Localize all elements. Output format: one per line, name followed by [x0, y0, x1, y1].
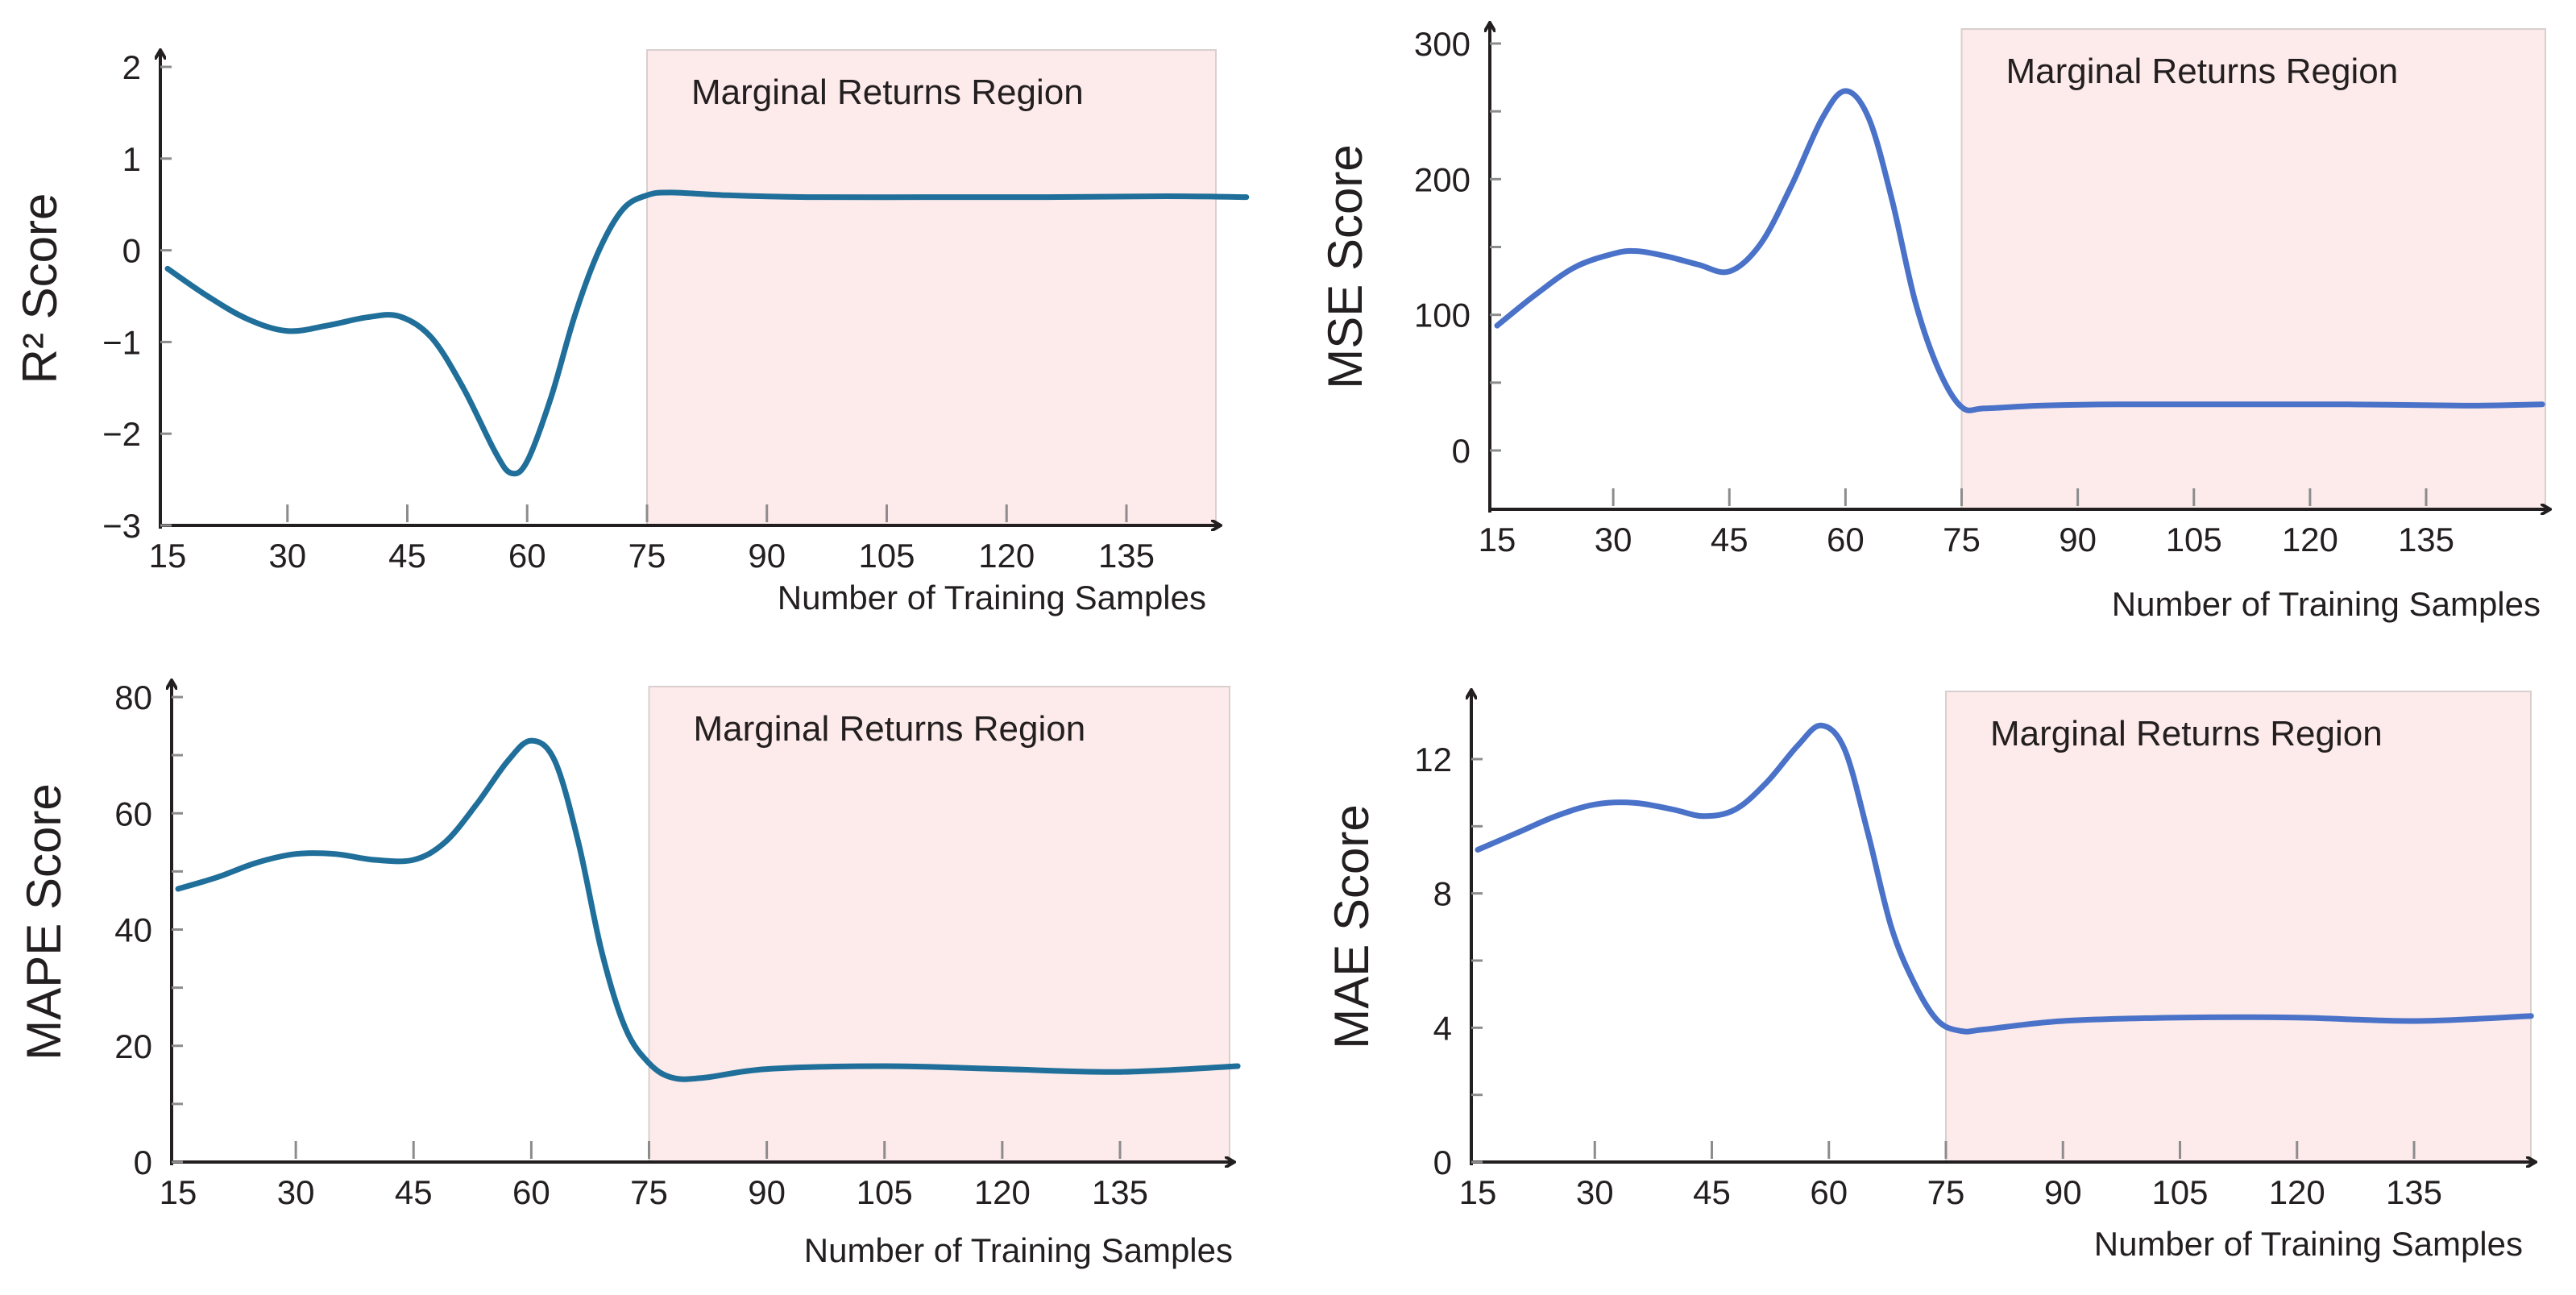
- x-tick-label: 45: [1711, 521, 1748, 558]
- x-tick-label: 120: [2282, 521, 2338, 558]
- x-tick-label: 60: [512, 1173, 550, 1211]
- x-tick-label: 45: [388, 537, 426, 575]
- x-tick-label: 45: [1693, 1173, 1731, 1211]
- x-axis-title: Number of Training Samples: [2112, 585, 2541, 623]
- x-axis-title: Number of Training Samples: [804, 1231, 1233, 1269]
- region-label: Marginal Returns Region: [694, 709, 1086, 749]
- x-tick-label: 120: [978, 537, 1035, 575]
- x-tick-label: 105: [858, 537, 915, 575]
- y-tick-label: −2: [102, 415, 141, 453]
- y-tick-label: 2: [122, 48, 141, 86]
- y-tick-label: −3: [102, 507, 141, 545]
- y-axis-title: MSE Score: [1318, 144, 1372, 388]
- region-label: Marginal Returns Region: [691, 73, 1084, 112]
- region-label: Marginal Returns Region: [1990, 714, 2383, 753]
- x-tick-label: 90: [748, 537, 786, 575]
- y-tick-label: 0: [134, 1144, 152, 1181]
- x-tick-label: 75: [1927, 1173, 1965, 1211]
- x-axis-title: Number of Training Samples: [2094, 1225, 2523, 1263]
- x-tick-label: 75: [630, 1173, 668, 1211]
- x-tick-label: 105: [857, 1173, 913, 1211]
- y-axis-title: MAE Score: [1325, 804, 1379, 1048]
- y-axis-title: MAPE Score: [17, 783, 71, 1060]
- y-tick-label: 8: [1433, 875, 1452, 913]
- x-tick-label: 60: [1810, 1173, 1848, 1211]
- y-tick-label: 0: [1433, 1144, 1452, 1181]
- series-line: [1475, 722, 2534, 1035]
- x-tick-label: 30: [1595, 521, 1632, 558]
- x-tick-label: 135: [1098, 537, 1155, 575]
- y-tick-label: −1: [102, 323, 141, 361]
- y-tick-label: 0: [1452, 432, 1471, 470]
- marginal-returns-region: [646, 49, 1217, 526]
- x-tick-label: 15: [1459, 1173, 1497, 1211]
- y-tick-label: 100: [1414, 297, 1471, 334]
- y-tick-label: 200: [1414, 160, 1471, 198]
- x-tick-label: 75: [1943, 521, 1981, 558]
- series-line: [1494, 88, 2545, 413]
- chart-panel-2: 15 30 45 60 75 90 105 120 135 0 100 200 300 MSE Score…: [1318, 24, 2549, 623]
- chart-panel-4: 15 30 45 60 75 90 105 120 135 0 4 8 12 MAE Score Numbe…: [1325, 691, 2534, 1263]
- y-tick-label: 4: [1433, 1009, 1452, 1047]
- x-tick-label: 30: [277, 1173, 315, 1211]
- x-tick-label: 105: [2151, 1173, 2208, 1211]
- y-tick-label: 80: [114, 679, 152, 716]
- x-tick-label: 120: [2269, 1173, 2325, 1211]
- x-tick-label: 30: [1576, 1173, 1614, 1211]
- chart-panel-1: 15 30 45 60 75 90 105 120 135 −3 −2 −1 0 1 2 R² Score Nu…: [13, 48, 1250, 616]
- x-tick-label: 90: [2044, 1173, 2082, 1211]
- y-tick-label: 40: [114, 911, 152, 949]
- x-tick-label: 15: [1479, 521, 1516, 558]
- x-tick-label: 90: [748, 1173, 786, 1211]
- y-tick-label: 12: [1414, 741, 1452, 778]
- x-tick-label: 135: [2398, 521, 2454, 558]
- chart-panel-3: 15 30 45 60 75 90 105 120 135 0 20 40 60 80 MAPE Score…: [17, 679, 1241, 1269]
- x-tick-label: 45: [395, 1173, 433, 1211]
- y-tick-label: 300: [1414, 25, 1471, 63]
- x-axis-title: Number of Training Samples: [778, 579, 1206, 616]
- x-tick-label: 75: [628, 537, 666, 575]
- series-line: [164, 189, 1250, 477]
- x-tick-label: 135: [2386, 1173, 2442, 1211]
- x-tick-label: 60: [508, 537, 546, 575]
- x-tick-label: 90: [2059, 521, 2097, 558]
- y-tick-label: 20: [114, 1027, 152, 1065]
- y-tick-label: 60: [114, 795, 152, 832]
- marginal-returns-region: [1945, 691, 2532, 1163]
- y-tick-label: 1: [122, 140, 141, 178]
- y-axis-title: R² Score: [13, 193, 67, 384]
- x-tick-label: 135: [1092, 1173, 1148, 1211]
- x-tick-label: 30: [268, 537, 306, 575]
- series-line: [175, 737, 1241, 1082]
- region-label: Marginal Returns Region: [2006, 52, 2399, 91]
- x-tick-label: 15: [160, 1173, 197, 1211]
- marginal-returns-region: [1960, 28, 2546, 510]
- x-tick-label: 15: [149, 537, 187, 575]
- x-tick-label: 120: [974, 1173, 1031, 1211]
- y-tick-label: 0: [122, 232, 141, 270]
- x-tick-label: 60: [1827, 521, 1865, 558]
- marginal-returns-region: [648, 686, 1230, 1163]
- x-tick-label: 105: [2166, 521, 2222, 558]
